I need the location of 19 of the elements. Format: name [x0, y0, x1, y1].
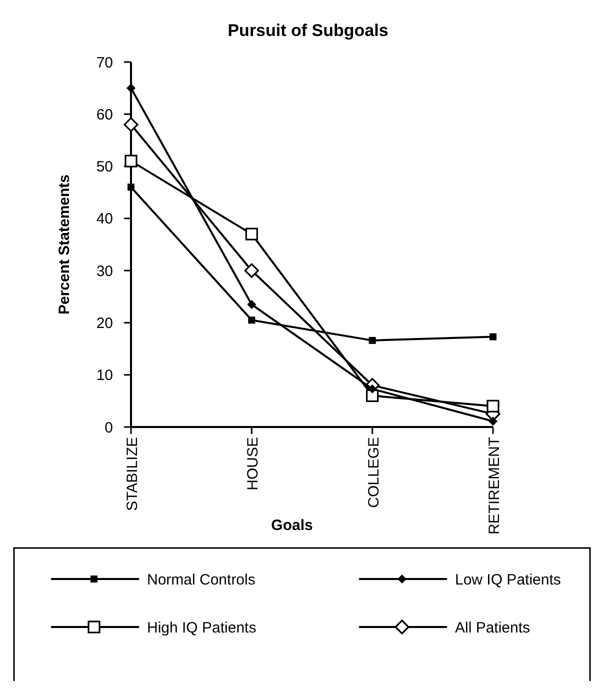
legend-label: High IQ Patients	[147, 619, 256, 636]
y-tick-label: 70	[96, 54, 113, 72]
chart-title: Pursuit of Subgoals	[228, 21, 388, 40]
x-tick-label: RETIREMENT	[486, 437, 503, 534]
legend-label: Low IQ Patients	[455, 571, 561, 588]
y-tick-label: 60	[96, 106, 113, 124]
y-axis-title: Percent Statements	[56, 174, 73, 315]
y-tick-label: 40	[96, 210, 113, 228]
x-tick-label: COLLEGE	[365, 437, 382, 508]
y-tick-label: 30	[96, 262, 113, 280]
y-tick-label: 20	[96, 314, 113, 332]
legend-label: All Patients	[455, 619, 530, 636]
y-tick-label: 10	[96, 367, 113, 384]
x-tick-label: STABILIZE	[124, 437, 141, 511]
y-tick-label: 50	[96, 158, 113, 176]
x-tick-label: HOUSE	[244, 437, 262, 490]
y-tick-label: 0	[104, 419, 113, 436]
legend-label: Normal Controls	[147, 571, 256, 588]
x-axis-title: Goals	[271, 517, 313, 534]
